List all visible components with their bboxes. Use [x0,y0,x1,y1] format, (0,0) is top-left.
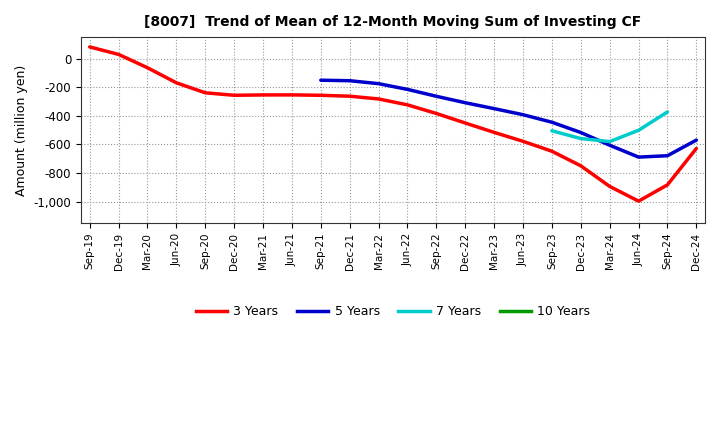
Y-axis label: Amount (million yen): Amount (million yen) [15,64,28,196]
Legend: 3 Years, 5 Years, 7 Years, 10 Years: 3 Years, 5 Years, 7 Years, 10 Years [191,300,595,323]
Title: [8007]  Trend of Mean of 12-Month Moving Sum of Investing CF: [8007] Trend of Mean of 12-Month Moving … [145,15,642,29]
